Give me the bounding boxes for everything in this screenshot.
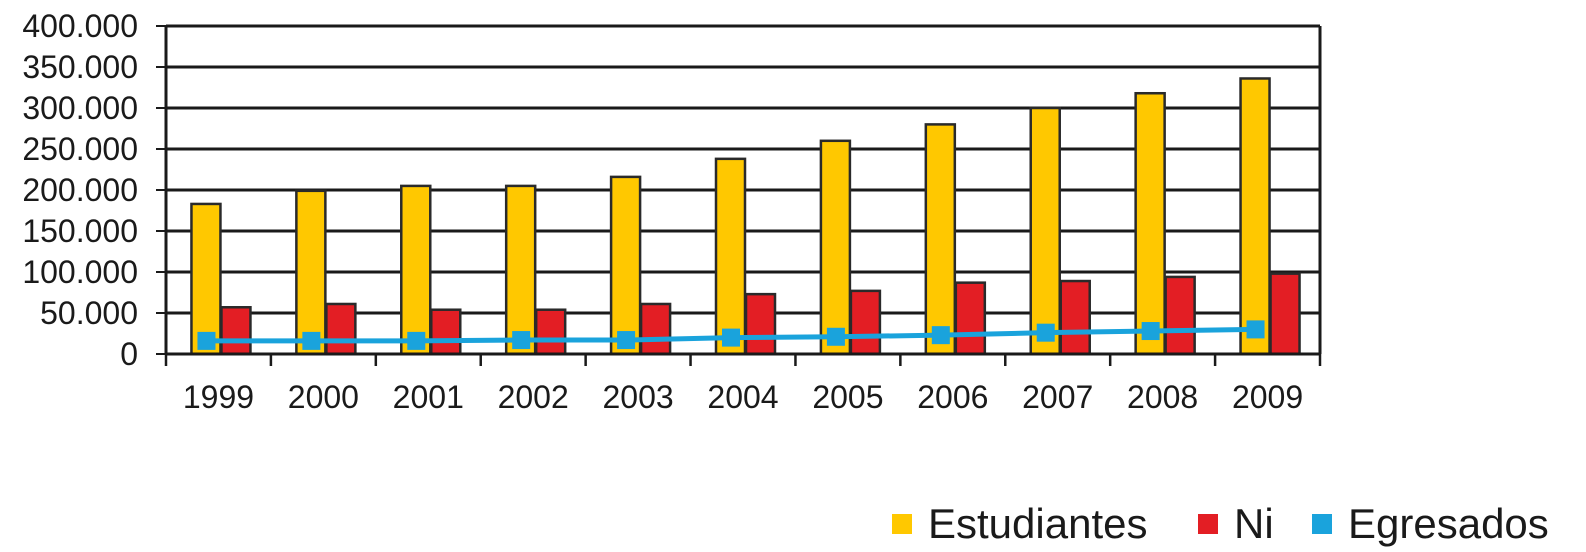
x-tick-label: 2001 — [393, 379, 464, 415]
bar-estudiantes-2000 — [295, 189, 327, 356]
y-tick-label: 400.000 — [22, 8, 138, 44]
egresados-line — [197, 320, 1265, 350]
bar-ni-2002 — [534, 308, 567, 356]
bar-ni-1999 — [220, 306, 252, 356]
x-tick-label: 2004 — [707, 379, 778, 415]
x-tick-label: 1999 — [183, 379, 254, 415]
bar-ni-2004 — [744, 292, 777, 356]
point-egresados-2009 — [1246, 320, 1265, 339]
bar-ni-2007 — [1059, 279, 1091, 356]
bar-ni-2009 — [1269, 272, 1301, 356]
y-tick-label: 150.000 — [22, 213, 138, 249]
y-tick-label: 300.000 — [22, 90, 138, 126]
y-tick-label: 0 — [120, 336, 138, 372]
legend: Estudiantes Ni Egresados — [892, 500, 1549, 547]
point-egresados-2002 — [512, 331, 531, 350]
bar-estudiantes-2005 — [819, 139, 852, 356]
legend-label-egresados: Egresados — [1348, 500, 1549, 547]
y-tick-label: 50.000 — [40, 295, 138, 331]
y-tick-label: 200.000 — [22, 172, 138, 208]
x-tick-label: 2000 — [288, 379, 359, 415]
bar-ni-2001 — [430, 308, 462, 356]
x-tick-label: 2005 — [812, 379, 883, 415]
bar-estudiantes-2006 — [924, 123, 957, 356]
y-axis-ticks: 0 50.000 100.000 150.000 200.000 250.000 300.0… — [22, 8, 138, 372]
x-tick-label: 2006 — [917, 379, 988, 415]
legend-swatch-ni — [1198, 514, 1218, 534]
bar-estudiantes-1999 — [190, 202, 222, 356]
bar-estudiantes-2007 — [1029, 106, 1061, 356]
bar-ni-2000 — [325, 302, 357, 356]
bar-ni-2006 — [954, 281, 987, 356]
bars — [190, 77, 1301, 356]
bar-ni-2003 — [639, 302, 672, 356]
x-axis-ticks: 1999 2000 2001 2002 2003 2004 2005 2006 2007 2008… — [164, 354, 1322, 415]
y-tick-label: 100.000 — [22, 254, 138, 290]
legend-swatch-egresados — [1312, 514, 1332, 534]
bar-estudiantes-2002 — [504, 184, 537, 356]
point-egresados-2001 — [407, 331, 426, 350]
chart-background — [0, 0, 1586, 440]
x-tick-label: 2008 — [1127, 379, 1198, 415]
legend-swatch-estudiantes — [892, 514, 912, 534]
bar-estudiantes-2008 — [1134, 91, 1166, 356]
bar-ni-2005 — [849, 289, 882, 356]
bar-ni-2008 — [1164, 275, 1196, 356]
x-tick-label: 2007 — [1022, 379, 1093, 415]
x-tick-label: 2003 — [602, 379, 673, 415]
point-egresados-2005 — [826, 327, 845, 346]
legend-label-estudiantes: Estudiantes — [928, 500, 1147, 547]
x-tick-label: 2009 — [1232, 379, 1303, 415]
point-egresados-1999 — [197, 331, 216, 350]
bar-estudiantes-2009 — [1239, 77, 1271, 356]
point-egresados-2000 — [302, 331, 321, 350]
axes — [164, 26, 1322, 356]
legend-label-ni: Ni — [1234, 500, 1274, 547]
point-egresados-2008 — [1141, 322, 1160, 341]
point-egresados-2004 — [722, 328, 740, 347]
bar-estudiantes-2001 — [400, 184, 432, 356]
point-egresados-2006 — [931, 326, 950, 345]
point-egresados-2003 — [617, 331, 636, 350]
y-tick-label: 350.000 — [22, 49, 138, 85]
point-egresados-2007 — [1036, 323, 1055, 342]
y-tick-label: 250.000 — [22, 131, 138, 167]
bar-estudiantes-2004 — [714, 157, 747, 356]
bar-estudiantes-2003 — [609, 175, 642, 356]
x-tick-label: 2002 — [498, 379, 569, 415]
